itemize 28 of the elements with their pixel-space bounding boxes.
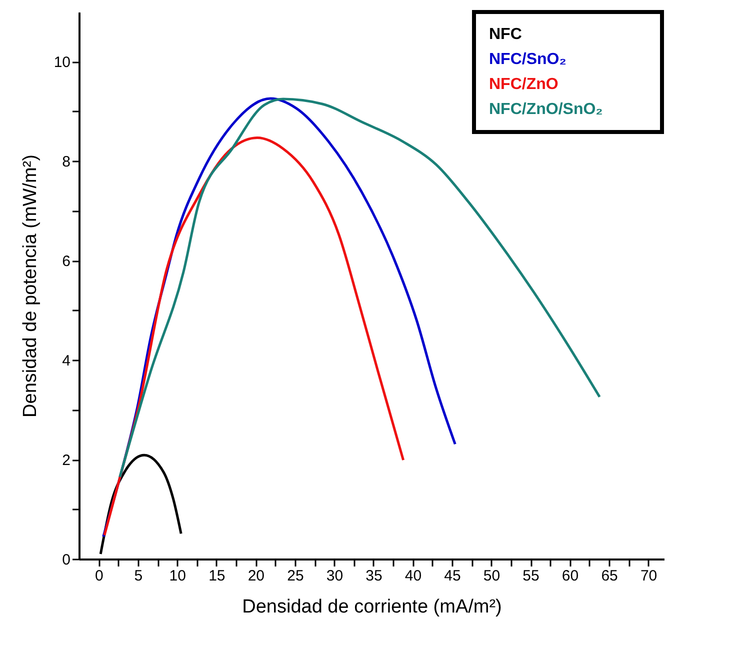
y-tick-label: 10	[54, 54, 70, 72]
y-tick-label: 4	[62, 352, 70, 370]
x-tick-label: 65	[601, 568, 618, 584]
x-tick-label: 10	[169, 568, 186, 584]
text: NFC	[489, 26, 522, 43]
y-tick-label: 8	[62, 154, 70, 171]
x-tick-label: 30	[326, 568, 344, 584]
y-axis-title: Densidad de potencia (mW/m²)	[20, 154, 41, 418]
x-tick-label: 20	[248, 568, 265, 584]
text: NFC/SnO₂	[489, 51, 566, 68]
x-tick-label: 0	[94, 568, 104, 584]
x-tick-label: 50	[483, 568, 500, 584]
x-axis-title: Densidad de corriente (mA/m²)	[242, 596, 502, 618]
x-tick-label: 25	[287, 568, 304, 584]
y-tick-label: 2	[62, 452, 70, 470]
text: NFC/ZnO	[489, 76, 558, 93]
line-series	[118, 98, 601, 478]
x-tick-label: 45	[444, 568, 461, 584]
x-tick-label: 35	[366, 568, 382, 584]
text: NFC/ZnO/SnO₂	[489, 101, 603, 118]
x-tick-label: 40	[404, 568, 422, 584]
x-tick-label: 70	[640, 568, 658, 584]
y-tick-label: 0	[62, 552, 70, 568]
y-tick-label: 6	[62, 253, 70, 270]
x-tick-label: 5	[134, 568, 143, 584]
x-tick-label: 60	[562, 568, 579, 584]
x-tick-label: 55	[522, 568, 540, 584]
x-tick-label: 15	[208, 568, 226, 584]
